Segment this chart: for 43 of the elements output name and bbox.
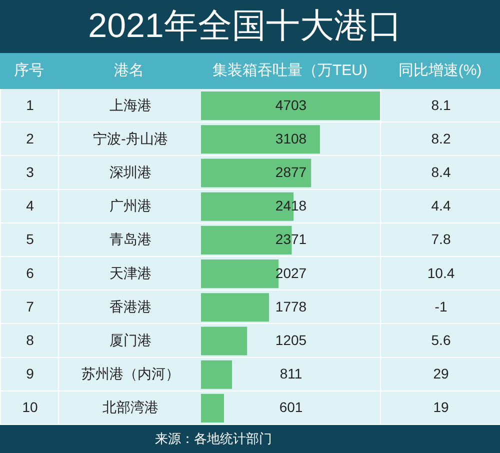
x-axis-title: 集装箱吞吐量（万TEU) — [212, 61, 368, 81]
y-tick-label: 天津港 — [110, 264, 152, 281]
y-tick-label: 苏州港（内河） — [82, 366, 180, 382]
data-label: 8.4 — [431, 164, 451, 180]
data-label: 10 — [22, 399, 38, 416]
y-tick-label: 广州港 — [110, 198, 152, 214]
y-tick-label: 青岛港 — [110, 231, 152, 248]
data-label: 9 — [26, 366, 34, 382]
data-label: 2 — [26, 130, 34, 146]
data-label: 29 — [433, 366, 449, 382]
data-label: 8.2 — [431, 130, 451, 146]
y-tick-label: 深圳港 — [110, 164, 152, 180]
data-label: 3 — [26, 164, 34, 180]
y-tick-label: 北部湾港 — [102, 399, 158, 416]
data-label: 5 — [26, 231, 34, 248]
data-label: 4.4 — [431, 198, 451, 214]
chart-title: 2021年全国十大港口 — [0, 0, 500, 53]
y-tick-label: 香港港 — [110, 298, 152, 314]
data-label: 19 — [433, 399, 449, 416]
data-label: 811 — [280, 366, 302, 382]
data-label: 5.6 — [431, 332, 451, 348]
data-label: 1 — [26, 96, 34, 113]
data-label: 2877 — [275, 164, 307, 180]
data-label: 7 — [26, 298, 34, 314]
data-label: 8 — [26, 332, 34, 348]
y-tick-label: 上海港 — [110, 96, 152, 113]
text: 同比增速(%) — [397, 61, 483, 81]
data-label: -1 — [434, 298, 448, 314]
data-label: 8.1 — [431, 96, 451, 113]
text: 序号 — [13, 61, 45, 81]
data-label: 601 — [279, 399, 303, 416]
y-tick-label: 宁波-舟山港 — [93, 130, 168, 146]
source-note: 来源：各地统计部门 — [0, 425, 500, 453]
data-label: 4 — [26, 198, 34, 214]
data-label: 7.8 — [431, 231, 451, 248]
y-tick-label: 厦门港 — [110, 332, 152, 348]
data-label: 6 — [26, 264, 34, 281]
y-axis-title: 港名 — [113, 61, 145, 81]
data-label: 1778 — [275, 298, 307, 314]
data-label: 1205 — [275, 332, 307, 348]
data-label: 10.4 — [427, 264, 455, 281]
data-label: 3108 — [275, 130, 307, 146]
data-label: 4703 — [275, 96, 307, 113]
